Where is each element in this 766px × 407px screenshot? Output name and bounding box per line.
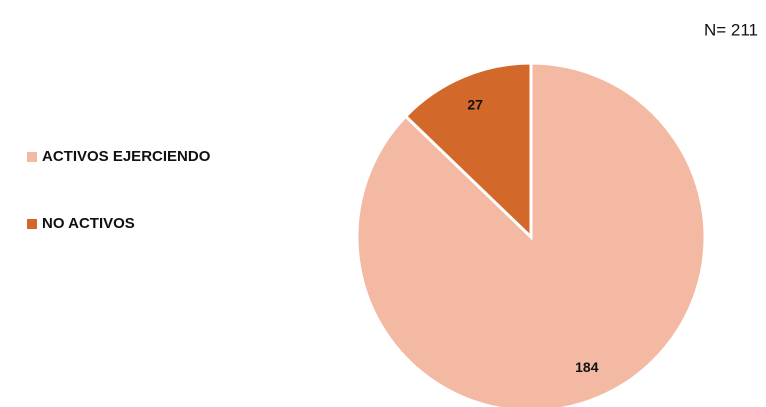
legend-label: NO ACTIVOS <box>42 215 135 232</box>
legend-swatch <box>27 152 37 162</box>
annotation: N= 211 <box>704 20 758 39</box>
value-label: 27 <box>467 96 483 112</box>
value-label: 184 <box>575 359 599 375</box>
legend-label: ACTIVOS EJERCIENDO <box>42 148 211 165</box>
legend-swatch <box>27 219 37 229</box>
pie-slice <box>403 61 533 241</box>
